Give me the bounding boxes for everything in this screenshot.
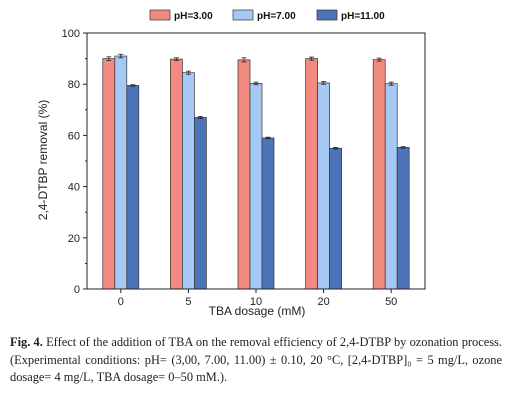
bar-pH=7.00-50 — [384, 83, 398, 290]
bar-pH=11.00-5 — [194, 117, 207, 290]
x-tick-label: 10 — [250, 296, 262, 308]
legend-label-pH=3.00: pH=3.00 — [174, 11, 213, 22]
legend-swatch-pH=3.00 — [149, 9, 171, 21]
bar-pH=7.00-0 — [114, 55, 128, 290]
y-axis: 0 20 40 60 80 100 — [62, 28, 87, 296]
caption-label: Fig. 4. — [10, 335, 43, 349]
figure-caption: Fig. 4. Effect of the addition of TBA on… — [10, 334, 502, 387]
x-tick-label: 20 — [317, 296, 329, 308]
bar-pH=7.00-20 — [317, 82, 330, 290]
legend-swatch-pH=11.00 — [316, 9, 338, 21]
legend-label-pH=7.00: pH=7.00 — [257, 11, 296, 22]
bar-pH=7.00-10 — [249, 83, 263, 290]
caption-text: Effect of the addition of TBA on the rem… — [10, 335, 502, 384]
bar-pH=3.00-50 — [372, 59, 386, 290]
y-tick-label: 20 — [68, 233, 80, 245]
x-tick-label: 5 — [185, 296, 191, 308]
x-axis: 0 5 10 20 50 — [118, 289, 397, 308]
x-tick-label: 0 — [118, 296, 124, 308]
bar-pH=3.00-5 — [170, 58, 183, 290]
y-tick-label: 100 — [62, 28, 80, 40]
legend: pH=3.00 pH=7.00 pH=11.00 — [149, 9, 385, 22]
y-tick-label: 40 — [68, 182, 80, 194]
y-tick-label: 80 — [68, 79, 80, 91]
bar-pH=3.00-0 — [102, 58, 116, 290]
bar-pH=11.00-50 — [396, 147, 410, 290]
y-tick-label: 0 — [74, 284, 80, 296]
bar-pH=3.00-10 — [237, 59, 251, 290]
y-axis-label: 2,4-DTBP removal (%) — [36, 100, 50, 220]
bar-chart: pH=3.00 pH=7.00 pH=11.00 0 20 40 60 80 100 0 5 10… — [36, 9, 426, 318]
bar-pH=11.00-0 — [126, 85, 140, 290]
bar-pH=11.00-20 — [329, 147, 342, 290]
plot-area — [86, 32, 426, 290]
bar-pH=11.00-10 — [261, 137, 275, 290]
bar-pH=3.00-20 — [305, 58, 318, 290]
y-tick-label: 60 — [68, 130, 80, 142]
legend-swatch-pH=7.00 — [232, 9, 254, 21]
x-tick-label: 50 — [385, 296, 397, 308]
x-axis-label: TBA dosage (mM) — [209, 304, 306, 318]
bar-pH=7.00-5 — [182, 72, 195, 290]
legend-label-pH=11.00: pH=11.00 — [341, 11, 385, 22]
